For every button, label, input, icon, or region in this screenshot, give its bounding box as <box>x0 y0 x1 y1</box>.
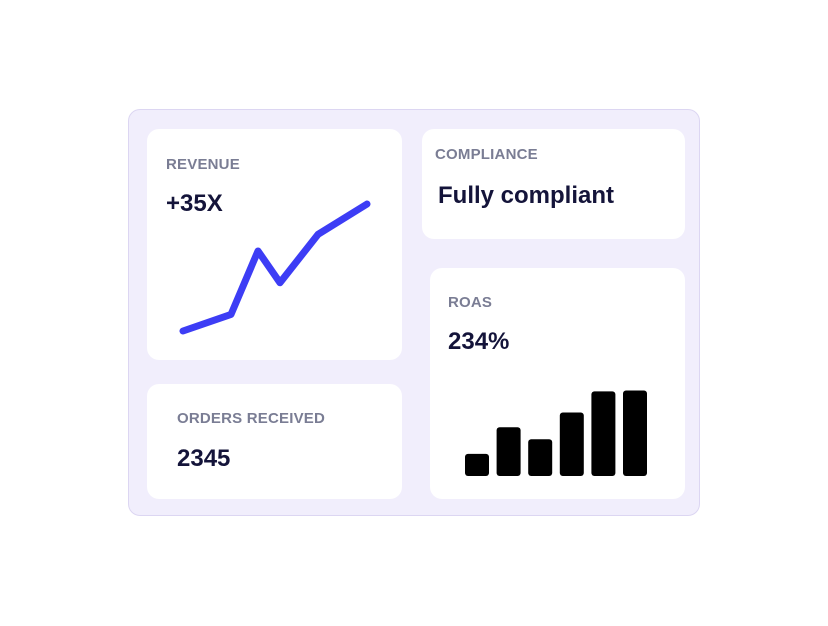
compliance-card: COMPLIANCE Fully compliant <box>422 129 685 239</box>
revenue-value: +35X <box>166 190 223 217</box>
roas-bar <box>559 412 584 476</box>
orders-label: ORDERS RECEIVED <box>177 410 326 427</box>
roas-card: ROAS 234% <box>430 268 685 499</box>
revenue-trend-line <box>179 200 371 335</box>
roas-label: ROAS <box>448 294 493 311</box>
roas-bar <box>496 427 521 476</box>
roas-value: 234% <box>448 328 510 355</box>
revenue-label: REVENUE <box>166 156 240 173</box>
revenue-trend-chart <box>179 200 371 335</box>
roas-bar <box>591 391 616 476</box>
orders-card: ORDERS RECEIVED 2345 <box>147 384 402 499</box>
revenue-card: REVENUE +35X <box>147 129 402 360</box>
roas-bar <box>465 453 489 476</box>
orders-value: 2345 <box>177 445 231 472</box>
roas-bar <box>623 390 647 476</box>
compliance-value: Fully compliant <box>438 182 615 209</box>
roas-bar-chart <box>465 390 647 476</box>
roas-bar <box>528 439 553 476</box>
compliance-label: COMPLIANCE <box>435 146 538 163</box>
